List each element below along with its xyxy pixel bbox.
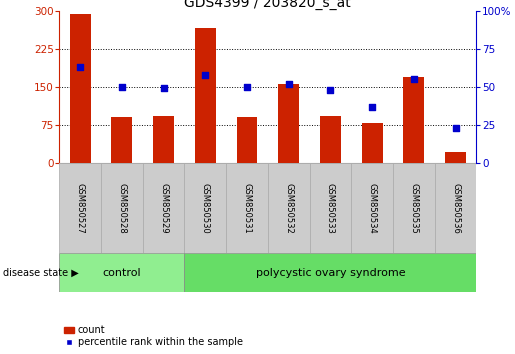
Bar xyxy=(195,28,216,163)
Point xyxy=(327,87,335,93)
FancyBboxPatch shape xyxy=(101,163,143,253)
Text: GSM850529: GSM850529 xyxy=(159,183,168,233)
FancyBboxPatch shape xyxy=(268,163,310,253)
Text: polycystic ovary syndrome: polycystic ovary syndrome xyxy=(255,268,405,278)
Title: GDS4399 / 203820_s_at: GDS4399 / 203820_s_at xyxy=(184,0,351,10)
Text: GSM850536: GSM850536 xyxy=(451,183,460,233)
FancyBboxPatch shape xyxy=(143,163,184,253)
Point xyxy=(451,125,460,131)
FancyBboxPatch shape xyxy=(393,163,435,253)
Bar xyxy=(362,123,383,163)
Point xyxy=(201,72,209,78)
FancyBboxPatch shape xyxy=(59,163,101,253)
Text: GSM850532: GSM850532 xyxy=(284,183,293,233)
Text: GSM850535: GSM850535 xyxy=(409,183,418,233)
Text: GSM850531: GSM850531 xyxy=(243,183,251,233)
Text: GSM850530: GSM850530 xyxy=(201,183,210,233)
Point xyxy=(117,84,126,90)
Point xyxy=(368,104,376,109)
Text: GSM850528: GSM850528 xyxy=(117,183,126,233)
Bar xyxy=(278,84,299,163)
Text: GSM850534: GSM850534 xyxy=(368,183,376,233)
Bar xyxy=(236,117,258,163)
Point xyxy=(410,76,418,82)
FancyBboxPatch shape xyxy=(310,163,351,253)
Bar xyxy=(445,152,466,163)
Text: disease state ▶: disease state ▶ xyxy=(3,268,78,278)
Text: control: control xyxy=(102,268,141,278)
Bar xyxy=(403,76,424,163)
Bar xyxy=(70,14,91,163)
Bar xyxy=(320,116,341,163)
Text: GSM850533: GSM850533 xyxy=(326,183,335,233)
Point xyxy=(243,84,251,90)
FancyBboxPatch shape xyxy=(226,163,268,253)
Bar xyxy=(153,116,174,163)
Legend: count, percentile rank within the sample: count, percentile rank within the sample xyxy=(64,325,243,347)
FancyBboxPatch shape xyxy=(351,163,393,253)
FancyBboxPatch shape xyxy=(435,163,476,253)
Bar xyxy=(111,117,132,163)
FancyBboxPatch shape xyxy=(184,163,226,253)
FancyBboxPatch shape xyxy=(59,253,184,292)
Point xyxy=(159,85,167,91)
Point xyxy=(284,81,293,86)
Text: GSM850527: GSM850527 xyxy=(76,183,84,233)
Point xyxy=(76,64,84,70)
FancyBboxPatch shape xyxy=(184,253,476,292)
